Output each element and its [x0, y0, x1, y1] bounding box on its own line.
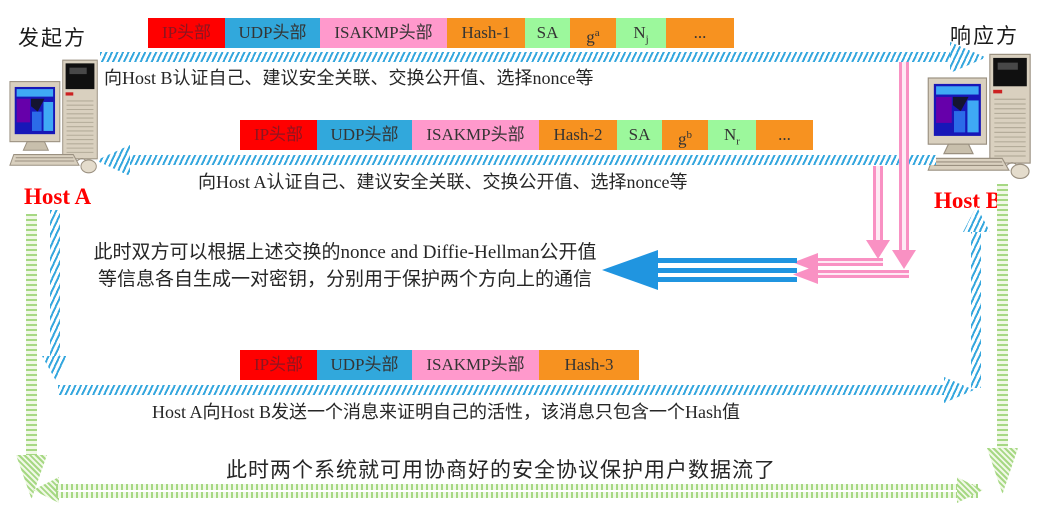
nonce-base: N [633, 23, 646, 42]
secure-channel-vertical-right [997, 184, 1008, 450]
secure-channel-vertical-left [26, 214, 37, 458]
message2-description: 向Host A认证自己、建议安全关联、交换公开值、选择nonce等 [198, 172, 688, 192]
message3-arrow-right-head [944, 377, 974, 403]
segment-nonce-j: Nj [616, 18, 666, 48]
message3-arrow-down-head [42, 356, 69, 380]
nonce-subscript: j [645, 33, 649, 46]
segment-ip-header: IP头部 [240, 350, 317, 380]
segment-hash-1: Hash-1 [447, 18, 525, 48]
segment-sa: SA [617, 120, 662, 150]
segment-hash-3: Hash-3 [539, 350, 639, 380]
nonce-subscript: r [736, 135, 740, 148]
message3-description: Host A向Host B发送一个消息来证明自己的活性，该消息只包含一个Hash… [152, 402, 741, 422]
segment-udp-header: UDP头部 [317, 350, 412, 380]
pink-drop-from-message1 [899, 62, 909, 252]
message1-arrow-shaft [100, 52, 952, 62]
g-base: g [678, 129, 687, 149]
secure-channel-right-down-head [987, 448, 1018, 494]
segment-udp-header: UDP头部 [225, 18, 320, 48]
segment-ellipsis: ... [666, 18, 734, 48]
message2-arrow-shaft [128, 155, 936, 165]
segment-isakmp-header: ISAKMP头部 [320, 18, 447, 48]
keygen-line-2: 等信息各自生成一对密钥，分别用于保护两个方向上的通信 [97, 269, 592, 290]
host-a-label: Host A [24, 184, 92, 209]
keygen-arrow-head [602, 250, 658, 290]
segment-sa: SA [525, 18, 570, 48]
g-exponent: b [686, 129, 693, 141]
message3-arrow-vertical-right [971, 230, 981, 388]
segment-hash-2: Hash-2 [539, 120, 617, 150]
pink-drop-from-message2 [873, 166, 883, 242]
segment-isakmp-header: ISAKMP头部 [412, 350, 539, 380]
g-exponent: a [594, 27, 600, 39]
segment-nonce-r: Nr [708, 120, 756, 150]
secure-channel-line-2 [56, 492, 978, 498]
pink-drop-from-message1-head [892, 250, 916, 269]
segment-ip-header: IP头部 [240, 120, 317, 150]
segment-udp-header: UDP头部 [317, 120, 412, 150]
keygen-description: 此时双方可以根据上述交换的nonce and Diffie-Hellman公开值… [84, 239, 606, 293]
segment-isakmp-header: ISAKMP头部 [412, 120, 539, 150]
segment-g-b: gb [662, 120, 708, 150]
segment-ip-header: IP头部 [148, 18, 225, 48]
segment-ellipsis: ... [756, 120, 813, 150]
keygen-line-1: 此时双方可以根据上述交换的nonce and Diffie-Hellman公开值 [93, 242, 597, 263]
secure-channel-description: 此时两个系统就可用协商好的安全协议保护用户数据流了 [226, 458, 776, 482]
nonce-base: N [724, 125, 737, 144]
secure-channel-right-head [957, 477, 983, 503]
keygen-arrow-bar-1 [655, 258, 797, 263]
segment-g-a: ga [570, 18, 616, 48]
keygen-arrow-bar-2 [655, 268, 797, 273]
secure-channel-line-1 [56, 484, 978, 490]
responder-label: 响应方 [950, 24, 1019, 48]
pink-feed-line-1 [817, 258, 883, 266]
packet-message-3: IP头部 UDP头部 ISAKMP头部 Hash-3 [240, 350, 639, 380]
pink-drop-from-message2-head [866, 240, 890, 259]
host-b-computer-icon [927, 53, 1031, 180]
keygen-arrow-bar-3 [655, 277, 797, 282]
initiator-label: 发起方 [18, 26, 87, 50]
host-b-label: Host B [934, 188, 1002, 213]
host-a-computer-icon [9, 59, 98, 174]
message3-arrow-vertical-left [50, 210, 60, 358]
pink-feed-line-2 [817, 270, 909, 278]
message3-arrow-shaft [58, 385, 948, 395]
g-base: g [586, 27, 595, 47]
packet-message-1: IP头部 UDP头部 ISAKMP头部 Hash-1 SA ga Nj ... [148, 18, 734, 48]
packet-message-2: IP头部 UDP头部 ISAKMP头部 Hash-2 SA gb Nr ... [240, 120, 813, 150]
message1-description: 向Host B认证自己、建议安全关联、交换公开值、选择nonce等 [104, 68, 594, 88]
